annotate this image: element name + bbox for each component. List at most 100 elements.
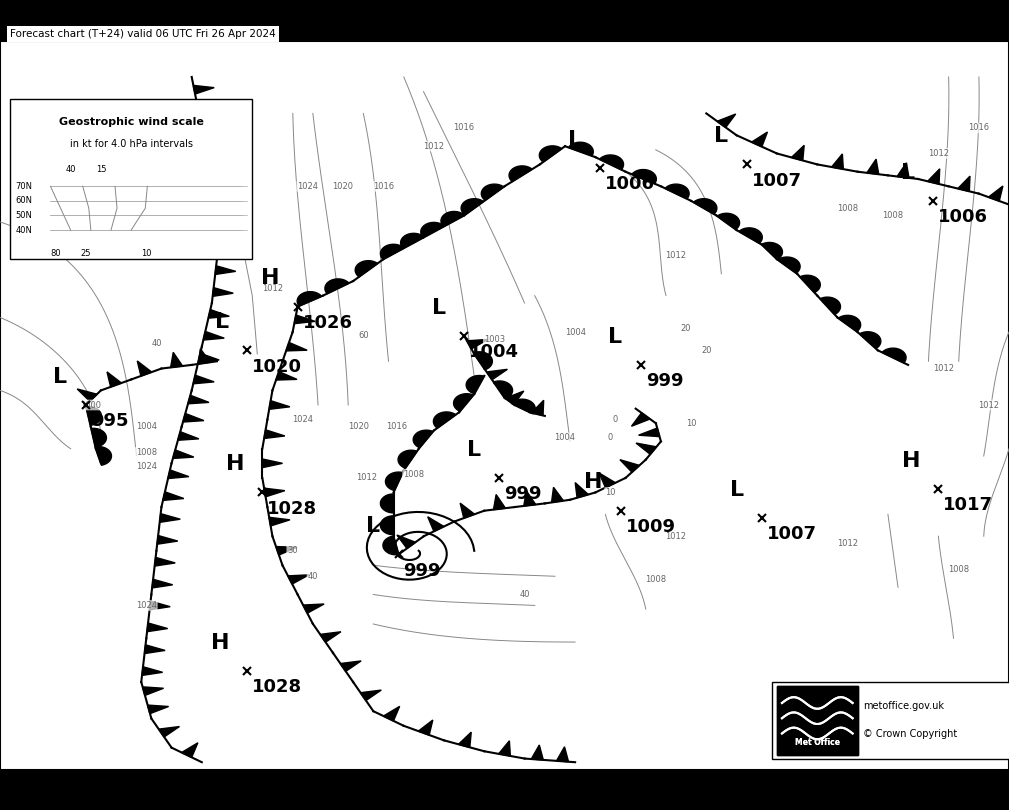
Polygon shape (95, 446, 111, 465)
Polygon shape (173, 450, 194, 458)
Text: 1020: 1020 (252, 358, 303, 376)
Polygon shape (288, 575, 309, 584)
Text: 1008: 1008 (646, 575, 666, 585)
Polygon shape (762, 242, 782, 259)
Text: 40: 40 (520, 590, 530, 599)
Polygon shape (199, 111, 219, 120)
Polygon shape (800, 275, 820, 292)
Text: Geostrophic wind scale: Geostrophic wind scale (59, 117, 204, 127)
Polygon shape (199, 353, 219, 362)
Polygon shape (568, 143, 593, 156)
Text: 60N: 60N (15, 196, 32, 206)
Text: 1020: 1020 (333, 181, 353, 191)
Text: in kt for 4.0 hPa intervals: in kt for 4.0 hPa intervals (70, 139, 193, 149)
Polygon shape (204, 134, 224, 143)
Polygon shape (215, 200, 236, 209)
Polygon shape (380, 494, 394, 513)
Text: Met Office: Met Office (795, 738, 839, 747)
Polygon shape (473, 352, 492, 369)
Text: 1012: 1012 (666, 531, 686, 541)
Polygon shape (639, 428, 660, 437)
Text: 1012: 1012 (262, 284, 283, 293)
Text: 40N: 40N (15, 225, 32, 235)
Text: 999: 999 (404, 562, 441, 580)
Polygon shape (144, 645, 165, 654)
Text: 1012: 1012 (424, 142, 444, 151)
Text: 1012: 1012 (356, 473, 376, 483)
Polygon shape (383, 706, 400, 721)
Text: L: L (730, 480, 744, 500)
Polygon shape (217, 244, 237, 253)
Text: H: H (584, 472, 602, 492)
Text: 50N: 50N (15, 211, 32, 220)
Polygon shape (163, 492, 184, 501)
Text: 1012: 1012 (837, 539, 858, 548)
Text: Forecast chart (T+24) valid 06 UTC Fri 26 Apr 2024: Forecast chart (T+24) valid 06 UTC Fri 2… (10, 17, 295, 28)
Polygon shape (264, 430, 285, 438)
Polygon shape (77, 389, 97, 401)
Text: 1006: 1006 (938, 208, 989, 226)
Text: 1008: 1008 (837, 203, 858, 213)
Polygon shape (575, 483, 588, 498)
Text: 1007: 1007 (752, 172, 802, 190)
Polygon shape (183, 413, 204, 422)
Text: 1024: 1024 (298, 181, 318, 191)
Polygon shape (421, 223, 444, 237)
Polygon shape (927, 168, 939, 184)
Text: 1000: 1000 (81, 400, 101, 410)
Bar (10, 99, 252, 259)
Polygon shape (434, 412, 456, 428)
Polygon shape (399, 450, 417, 468)
Text: 0: 0 (612, 415, 619, 424)
Polygon shape (532, 745, 543, 760)
Polygon shape (86, 407, 101, 425)
Polygon shape (320, 632, 341, 642)
Polygon shape (360, 690, 381, 701)
Polygon shape (466, 376, 484, 394)
Text: 15: 15 (96, 164, 106, 173)
Text: L: L (366, 516, 380, 536)
Text: 1007: 1007 (767, 526, 817, 544)
Polygon shape (383, 536, 399, 555)
Polygon shape (717, 114, 736, 127)
Polygon shape (194, 85, 214, 94)
Polygon shape (380, 245, 404, 259)
Text: H: H (211, 633, 229, 653)
Polygon shape (820, 297, 840, 314)
Polygon shape (778, 257, 800, 273)
Text: 1008: 1008 (404, 470, 424, 479)
Text: Forecast chart (T+24) valid 06 UTC Fri 26 Apr 2024: Forecast chart (T+24) valid 06 UTC Fri 2… (10, 29, 275, 39)
Text: 1012: 1012 (928, 149, 948, 158)
Polygon shape (147, 705, 169, 714)
Polygon shape (632, 413, 650, 426)
Text: 80: 80 (50, 249, 61, 258)
Polygon shape (486, 369, 508, 380)
Polygon shape (397, 535, 416, 548)
Polygon shape (632, 169, 656, 184)
Text: 10: 10 (605, 488, 615, 497)
Polygon shape (665, 184, 689, 198)
Text: 40: 40 (66, 164, 76, 173)
Text: 1004: 1004 (565, 327, 585, 337)
Text: 30: 30 (288, 546, 298, 556)
Polygon shape (204, 331, 224, 340)
Text: 1020: 1020 (348, 422, 368, 432)
Polygon shape (287, 343, 307, 351)
Polygon shape (199, 349, 210, 364)
Bar (777, 685, 858, 755)
Text: 1004: 1004 (469, 343, 520, 361)
Polygon shape (512, 399, 535, 414)
Polygon shape (599, 155, 624, 169)
Polygon shape (213, 288, 233, 296)
Polygon shape (213, 178, 233, 187)
Polygon shape (209, 156, 229, 165)
Polygon shape (171, 352, 183, 368)
Polygon shape (599, 473, 615, 488)
Text: 1017: 1017 (943, 496, 994, 514)
Polygon shape (428, 517, 444, 531)
Polygon shape (298, 292, 322, 306)
Text: 1012: 1012 (979, 400, 999, 410)
Polygon shape (303, 604, 324, 613)
Polygon shape (217, 222, 237, 231)
Text: © Crown Copyright: © Crown Copyright (863, 729, 957, 740)
